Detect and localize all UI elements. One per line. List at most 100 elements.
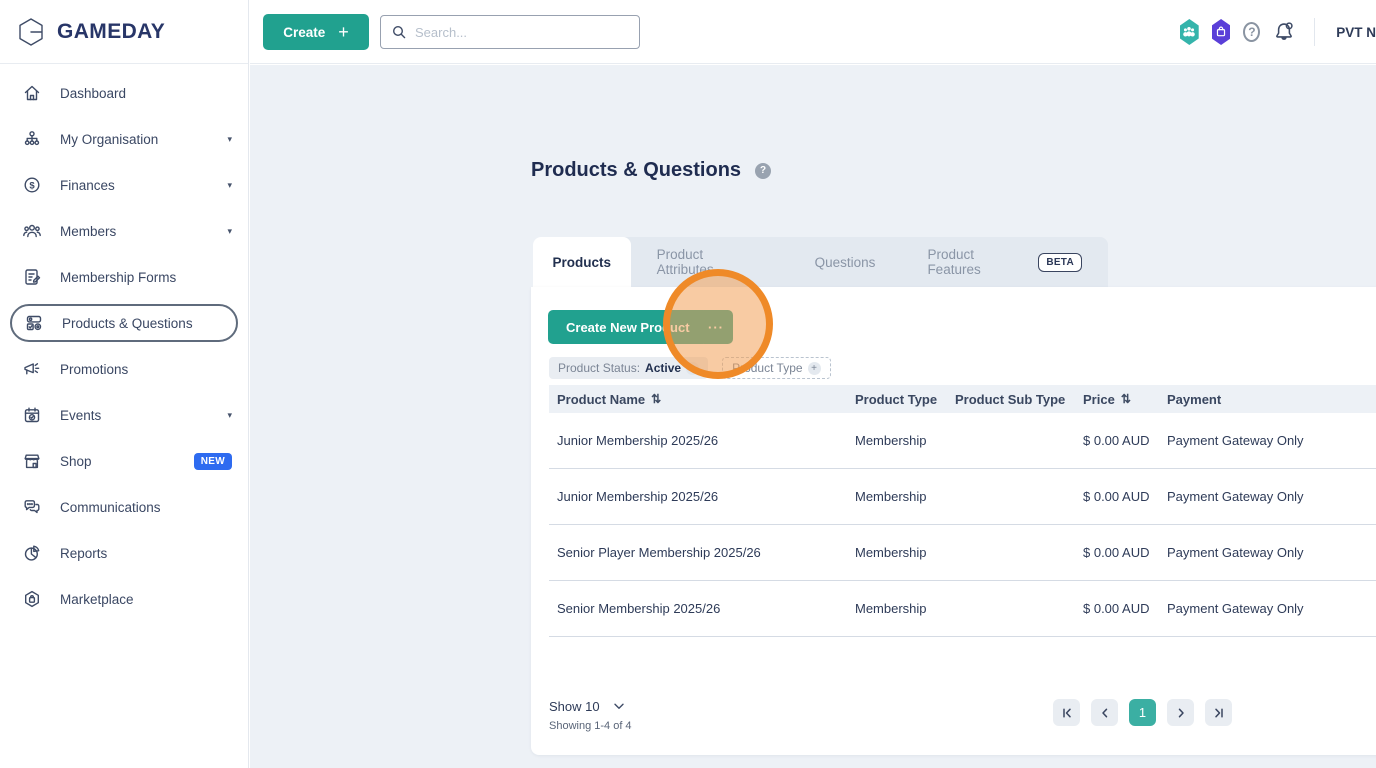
chat-bubbles-icon bbox=[22, 497, 42, 517]
tab-product-features[interactable]: Product Features BETA bbox=[901, 237, 1108, 287]
table-header-row: Product Name ⇅ Product Type Product Sub T… bbox=[549, 385, 1376, 413]
cell-product-name[interactable]: Junior Membership 2025/26 bbox=[557, 433, 719, 448]
column-price[interactable]: Price ⇅ bbox=[1075, 392, 1159, 407]
cell-product-type: Membership bbox=[855, 433, 927, 448]
svg-text:$: $ bbox=[29, 180, 35, 191]
filter-label: Product Type bbox=[732, 361, 803, 375]
plus-icon: + bbox=[338, 22, 349, 42]
sidebar-item-label: Communications bbox=[60, 499, 161, 515]
column-label: Product Name bbox=[557, 391, 646, 407]
shop-hexagon-icon[interactable] bbox=[1211, 19, 1231, 45]
tab-questions[interactable]: Questions bbox=[789, 237, 902, 287]
sidebar-item-membership-forms[interactable]: Membership Forms bbox=[0, 254, 248, 300]
sidebar-item-dashboard[interactable]: Dashboard bbox=[0, 70, 248, 116]
form-pencil-icon bbox=[22, 267, 42, 287]
sidebar-item-label: My Organisation bbox=[60, 131, 159, 147]
cell-price: $ 0.00 AUD bbox=[1083, 601, 1150, 616]
gameday-logo-icon bbox=[14, 15, 48, 49]
results-summary: Showing 1-4 of 4 bbox=[549, 720, 632, 732]
divider bbox=[1314, 18, 1316, 46]
table-row[interactable]: Junior Membership 2025/26 Membership $ 0… bbox=[549, 469, 1376, 525]
tab-products[interactable]: Products bbox=[533, 237, 631, 287]
sidebar-item-events[interactable]: Events ▾ bbox=[0, 392, 248, 438]
sidebar-item-label: Products & Questions bbox=[62, 315, 193, 331]
products-table: Product Name ⇅ Product Type Product Sub T… bbox=[549, 385, 1376, 637]
sidebar-item-products-questions[interactable]: Products & Questions bbox=[10, 304, 238, 342]
sidebar-item-promotions[interactable]: Promotions bbox=[0, 346, 248, 392]
sidebar-item-label: Membership Forms bbox=[60, 269, 177, 285]
logo-wordmark: GAMEDAY bbox=[57, 19, 166, 43]
add-filter-icon: + bbox=[807, 361, 821, 375]
page-title: Products & Questions bbox=[531, 159, 742, 181]
first-page-button[interactable] bbox=[1053, 699, 1080, 726]
tab-label: Products bbox=[552, 254, 612, 270]
page-1-button[interactable]: 1 bbox=[1129, 699, 1156, 726]
last-page-button[interactable] bbox=[1205, 699, 1232, 726]
sidebar-item-my-organisation[interactable]: My Organisation ▾ bbox=[0, 116, 248, 162]
home-icon bbox=[22, 83, 42, 103]
create-button-label: Create bbox=[283, 24, 326, 40]
search-input[interactable] bbox=[415, 24, 629, 40]
table-row[interactable]: Senior Player Membership 2025/26 Members… bbox=[549, 525, 1376, 581]
filter-chips: Product Status: Active × Product Type + bbox=[549, 357, 831, 379]
column-product-name[interactable]: Product Name ⇅ bbox=[549, 392, 847, 407]
cell-product-type: Membership bbox=[855, 601, 927, 616]
column-label: Product Type bbox=[855, 391, 938, 407]
sort-icon[interactable]: ⇅ bbox=[1120, 392, 1131, 406]
sidebar-item-finances[interactable]: $ Finances ▾ bbox=[0, 162, 248, 208]
chevron-down-icon: ▾ bbox=[227, 179, 232, 190]
table-row[interactable]: Senior Membership 2025/26 Membership $ 0… bbox=[549, 581, 1376, 637]
community-hexagon-icon[interactable] bbox=[1180, 19, 1199, 45]
sidebar-item-communications[interactable]: Communications bbox=[0, 484, 248, 530]
tab-label: Product Features bbox=[927, 247, 981, 277]
cell-price: $ 0.00 AUD bbox=[1083, 545, 1150, 560]
logo[interactable]: GAMEDAY bbox=[0, 0, 248, 64]
column-label: Price bbox=[1083, 391, 1115, 407]
filter-label: Product Status: bbox=[558, 361, 641, 375]
new-badge: NEW bbox=[193, 452, 232, 470]
org-name[interactable]: PVT N bbox=[1336, 24, 1376, 40]
page-size-dropdown[interactable]: Show 10 bbox=[549, 699, 632, 714]
cell-price: $ 0.00 AUD bbox=[1083, 433, 1150, 448]
sidebar-item-members[interactable]: Members ▾ bbox=[0, 208, 248, 254]
cell-price: $ 0.00 AUD bbox=[1083, 489, 1150, 504]
previous-page-button[interactable] bbox=[1091, 699, 1118, 726]
sidebar-item-marketplace[interactable]: Marketplace bbox=[0, 576, 248, 622]
global-search[interactable] bbox=[380, 15, 640, 49]
sidebar-item-label: Shop bbox=[60, 453, 92, 469]
filter-product-status[interactable]: Product Status: Active × bbox=[549, 357, 709, 379]
create-button[interactable]: Create + bbox=[263, 14, 369, 50]
remove-filter-icon[interactable]: × bbox=[686, 361, 700, 375]
chevron-down-icon: ▾ bbox=[227, 409, 232, 420]
tab-product-attributes[interactable]: Product Attributes bbox=[631, 237, 789, 287]
page-size-control: Show 10 Showing 1-4 of 4 bbox=[549, 699, 632, 732]
column-label: Product Sub Type bbox=[955, 391, 1066, 407]
tab-bar: Products Product Attributes Questions Pr… bbox=[533, 237, 1108, 287]
chevron-down-icon: ▾ bbox=[227, 133, 232, 144]
cell-payment: Payment Gateway Only bbox=[1167, 545, 1304, 560]
table-row[interactable]: Junior Membership 2025/26 Membership $ 0… bbox=[549, 413, 1376, 469]
page-help-icon[interactable]: ? bbox=[755, 162, 772, 179]
search-icon bbox=[391, 24, 407, 40]
filter-product-type[interactable]: Product Type + bbox=[722, 357, 831, 379]
cell-product-name[interactable]: Senior Membership 2025/26 bbox=[557, 601, 721, 616]
column-product-type: Product Type bbox=[847, 392, 947, 407]
sidebar-item-reports[interactable]: Reports bbox=[0, 530, 248, 576]
tab-label: Questions bbox=[814, 254, 876, 270]
create-new-product-button[interactable]: Create New Product bbox=[548, 310, 708, 344]
cell-product-name[interactable]: Junior Membership 2025/26 bbox=[557, 489, 719, 504]
filter-value: Active bbox=[645, 361, 682, 375]
sidebar: GAMEDAY Dashboard My Organisation ▾ $ Fi… bbox=[0, 0, 249, 768]
sidebar-item-shop[interactable]: Shop NEW bbox=[0, 438, 248, 484]
next-page-button[interactable] bbox=[1167, 699, 1194, 726]
sidebar-item-label: Marketplace bbox=[60, 591, 134, 607]
cell-product-name[interactable]: Senior Player Membership 2025/26 bbox=[557, 545, 761, 560]
sort-icon[interactable]: ⇅ bbox=[651, 392, 662, 406]
chevron-down-icon bbox=[613, 703, 624, 710]
more-options-button[interactable]: ··· bbox=[699, 310, 733, 344]
help-icon[interactable]: ? bbox=[1243, 22, 1261, 42]
sidebar-item-label: Reports bbox=[60, 545, 108, 561]
notification-bell-icon[interactable] bbox=[1273, 21, 1295, 43]
storefront-icon bbox=[22, 451, 42, 471]
sidebar-nav: Dashboard My Organisation ▾ $ Finances ▾… bbox=[0, 64, 248, 622]
